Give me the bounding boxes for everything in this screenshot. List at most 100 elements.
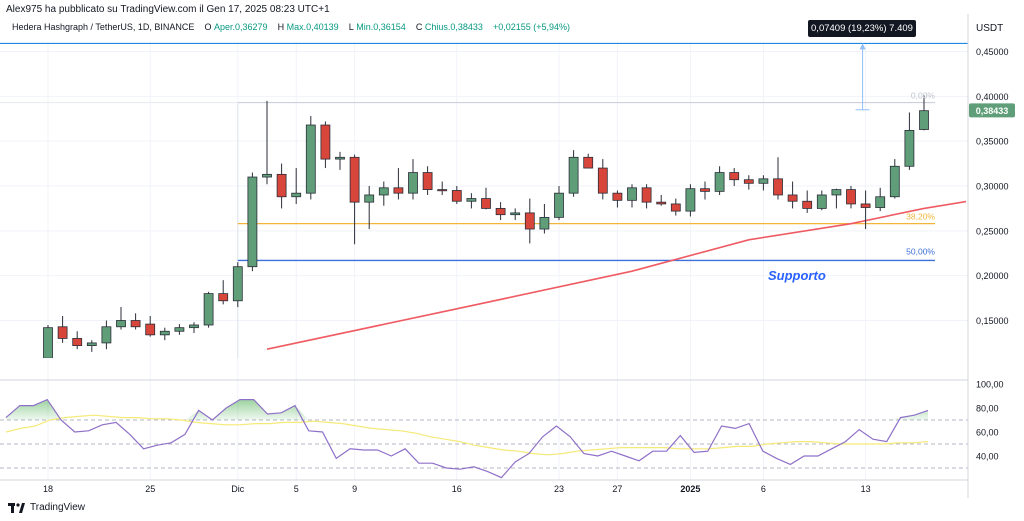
price-tick-label: 0,45000: [976, 47, 1009, 57]
candle: [802, 190, 813, 213]
last-price-badge: [969, 103, 1015, 118]
candle: [130, 313, 141, 330]
candle: [378, 181, 389, 206]
price-tick-label: 0,30000: [976, 182, 1009, 192]
candle-body: [378, 187, 389, 196]
candle-body: [568, 156, 579, 194]
candle: [262, 100, 272, 185]
symbol-ohlc-legend: Hedera Hashgraph / TetherUS, 1D, BINANCE…: [12, 22, 570, 32]
candle: [554, 186, 564, 221]
candle: [72, 331, 83, 350]
candle: [43, 324, 53, 358]
candle: [291, 168, 302, 204]
measure-arrow-head: [859, 43, 866, 50]
candle-body: [510, 212, 521, 216]
time-tick-label: 5: [294, 484, 299, 494]
candle: [422, 166, 433, 195]
candle: [116, 307, 126, 330]
candle-body: [787, 194, 798, 202]
candle-body: [758, 178, 769, 184]
candle: [627, 184, 637, 208]
fib-38-label: 38,20%: [906, 212, 935, 222]
rsi-tick-label: 60,00: [976, 428, 999, 438]
candle-body: [641, 187, 652, 203]
candle: [218, 280, 229, 305]
candle: [860, 190, 871, 230]
candle-body: [700, 188, 710, 192]
candle-body: [174, 327, 185, 332]
candle: [57, 316, 68, 343]
candle: [758, 175, 769, 191]
candle: [466, 193, 477, 209]
symbol-title: Hedera Hashgraph / TetherUS, 1D, BINANCE: [12, 22, 195, 32]
fib-50-label: 50,00%: [906, 246, 935, 256]
candle-body: [72, 338, 83, 347]
candle-body: [904, 130, 915, 167]
price-tick-label: 0,20000: [976, 271, 1009, 281]
candle: [816, 190, 827, 211]
candle-body: [495, 208, 506, 216]
candle: [685, 184, 696, 217]
candle-body: [276, 173, 287, 198]
candle-body: [919, 110, 929, 130]
candle: [641, 184, 652, 209]
candle: [451, 186, 462, 204]
candle: [787, 181, 798, 209]
candle-body: [422, 172, 433, 190]
candle-body: [846, 189, 856, 205]
candle: [714, 166, 725, 195]
candle: [773, 157, 783, 200]
candle: [495, 202, 506, 221]
candle: [349, 154, 360, 245]
rsi-tick-label: 80,00: [976, 404, 999, 414]
candle-body: [305, 124, 316, 194]
candle: [393, 168, 404, 200]
candle-body: [43, 327, 53, 358]
ohlc-high-label: H Max.0,40139: [277, 22, 339, 32]
price-change: +0,02155 (+5,94%): [492, 22, 571, 32]
time-tick-label: 6: [761, 484, 766, 494]
candle-body: [291, 192, 302, 198]
time-tick-label: 27: [612, 484, 622, 494]
candle-body: [612, 192, 623, 201]
candle-body: [554, 192, 564, 218]
candle-body: [145, 323, 156, 336]
candle: [889, 159, 900, 199]
candle: [276, 163, 287, 209]
candle-body: [816, 194, 827, 209]
candle-body: [539, 216, 550, 230]
annotations: Supporto 0,00% 38,20% 50,00% 0,38433: [768, 43, 1015, 283]
candle-body: [437, 189, 448, 192]
publisher-label: Alex975 ha pubblicato su TradingView.com…: [6, 4, 330, 15]
candle-body: [466, 198, 477, 202]
time-tick-label: 13: [861, 484, 871, 494]
candle-body: [597, 167, 608, 194]
tradingview-brand: TradingView: [30, 502, 86, 513]
candle: [364, 186, 375, 230]
candle: [203, 291, 214, 328]
candle-body: [247, 176, 258, 268]
currency-label[interactable]: USDT: [976, 23, 1004, 34]
candle: [904, 112, 915, 170]
price-tick-label: 0,35000: [976, 137, 1009, 147]
measure-tooltip: 0,07409 (19,23%) 7.409: [808, 20, 916, 37]
support-label: Supporto: [768, 268, 826, 283]
fib-0-label: 0,00%: [911, 91, 936, 101]
candle: [232, 262, 243, 308]
candle-body: [451, 190, 462, 202]
candle-body: [393, 187, 404, 194]
tradingview-footer[interactable]: TradingView: [8, 502, 85, 513]
moving-average: [266, 200, 966, 350]
candle: [335, 151, 345, 170]
candle: [437, 181, 448, 195]
candle-body: [57, 326, 68, 339]
candle-body: [159, 330, 170, 336]
rsi-panel: [0, 398, 968, 479]
rsi-line: [5, 398, 929, 479]
candle-body: [889, 165, 900, 198]
candle-body: [802, 200, 813, 209]
ma-line: [266, 200, 966, 350]
candle-body: [116, 320, 126, 328]
candle-body: [262, 173, 272, 178]
